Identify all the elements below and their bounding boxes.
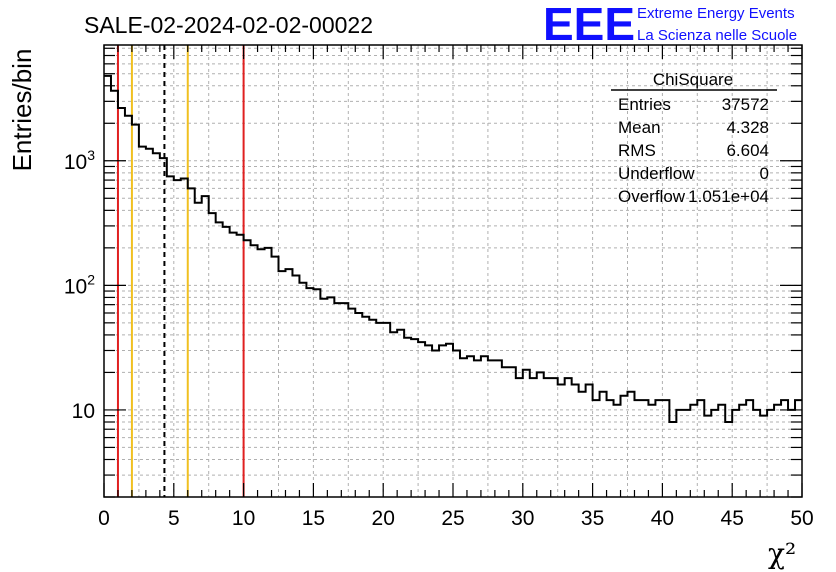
y-tick-label: 10 xyxy=(72,400,95,423)
x-tick-label: 45 xyxy=(721,507,744,530)
x-tick-labels: 0 5 10 15 20 25 30 35 40 45 50 xyxy=(98,507,814,530)
x-tick-label: 15 xyxy=(302,507,325,530)
y-tick-label: 102 xyxy=(64,271,95,298)
grid xyxy=(104,45,802,498)
logo-line-1: Extreme Energy Events xyxy=(637,5,795,22)
stats-label: Underflow xyxy=(618,164,695,183)
x-tick-label: 5 xyxy=(168,507,180,530)
stats-label: Entries xyxy=(618,95,671,114)
stats-value: 1.051e+04 xyxy=(688,187,769,206)
histogram-series xyxy=(104,74,802,423)
axis-ticks xyxy=(103,45,803,498)
logo-letters: EEE xyxy=(543,0,635,50)
stats-title: ChiSquare xyxy=(653,70,733,89)
stats-label: RMS xyxy=(618,141,656,160)
reference-lines xyxy=(116,45,245,497)
x-tick-label: 35 xyxy=(581,507,604,530)
x-tick-label: 25 xyxy=(441,507,464,530)
chart-title: SALE-02-2024-02-02-00022 xyxy=(84,12,373,38)
stats-rows: Entries 37572 Mean 4.328 RMS 6.604 Underflow 0 O… xyxy=(618,95,769,206)
x-tick-label: 10 xyxy=(232,507,255,530)
x-tick-label: 50 xyxy=(790,507,813,530)
stats-box: ChiSquare Entries 37572 Mean 4.328 RMS 6.604 U… xyxy=(611,70,777,206)
stats-value: 0 xyxy=(760,164,769,183)
x-tick-label: 30 xyxy=(511,507,534,530)
stats-value: 6.604 xyxy=(726,141,769,160)
y-tick-labels: 10 102 103 xyxy=(64,147,95,423)
eee-logo: EEE Extreme Energy Events La Scienza nel… xyxy=(543,0,797,50)
y-tick-label: 103 xyxy=(64,147,95,174)
stats-value: 4.328 xyxy=(726,118,769,137)
stats-value: 37572 xyxy=(722,95,769,114)
x-tick-label: 20 xyxy=(372,507,395,530)
x-tick-label: 40 xyxy=(651,507,674,530)
x-tick-label: 0 xyxy=(98,507,110,530)
x-axis-label: χ² xyxy=(768,537,796,570)
logo-line-2: La Scienza nelle Scuole xyxy=(637,27,797,44)
y-axis-label: Entries/bin xyxy=(7,49,37,172)
stats-label: Overflow xyxy=(618,187,686,206)
stats-label: Mean xyxy=(618,118,661,137)
